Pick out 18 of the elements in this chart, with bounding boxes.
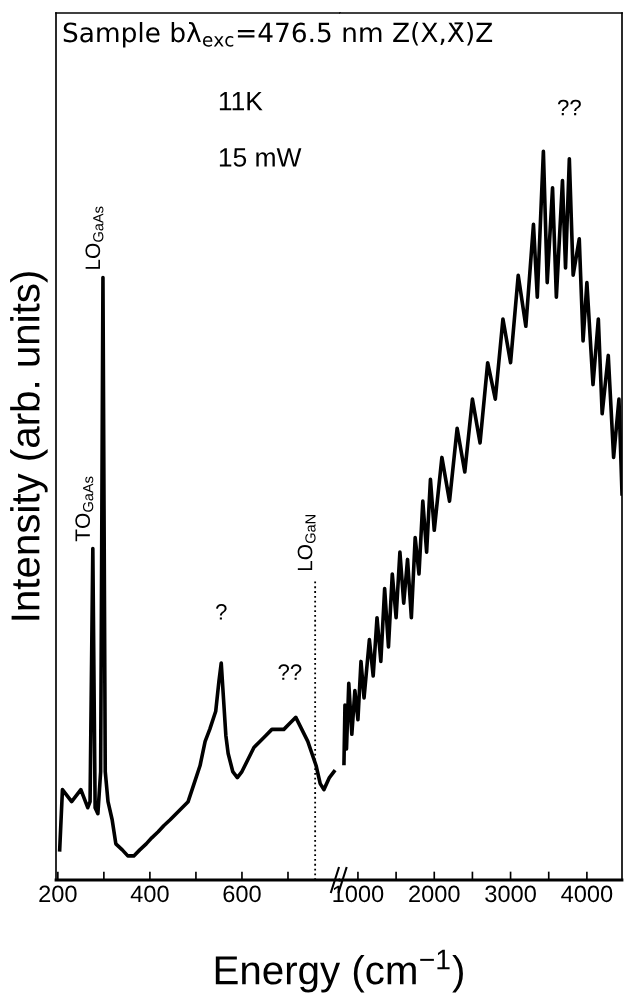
annotation: LO$_{GaN}$: [297, 515, 316, 571]
x-tick-label: 1000: [333, 885, 384, 903]
x-axis-title: Energy (cm$^{−1}$): [215, 949, 463, 993]
x-tick-label: 2000: [409, 885, 460, 903]
text: 11K: [219, 92, 263, 111]
annotation: LO$_{GaAs}$: [85, 206, 104, 269]
x-tick-label: 4000: [561, 885, 613, 903]
text: 15 mW: [219, 148, 302, 167]
y-axis-title: Intensity (arb. units): [10, 272, 48, 620]
x-tick-label: 200: [39, 885, 77, 903]
annotation: TO$_{GaAs}$: [75, 476, 94, 542]
x-tick-label: 3000: [485, 885, 536, 903]
chart-title: Sample bλ$_{exc}$=476.5 nm Z(X,X̄)Z: [63, 22, 493, 48]
x-tick-label: 600: [223, 885, 261, 903]
annotation: ?: [215, 604, 227, 620]
x-tick-label: 400: [130, 885, 169, 903]
annotation: ??: [278, 664, 302, 680]
annotation: ??: [557, 99, 581, 116]
